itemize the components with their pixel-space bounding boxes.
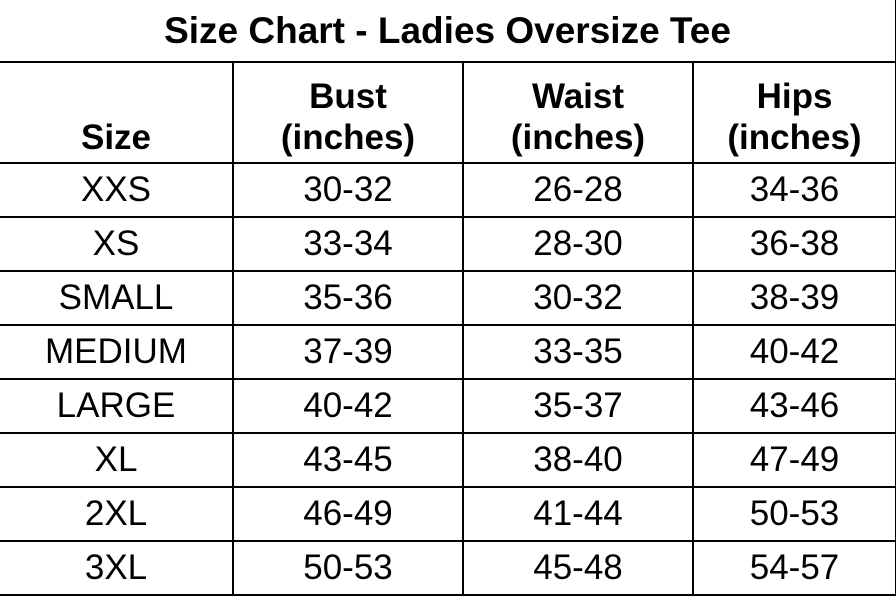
header-bust: Bust (inches) (232, 61, 464, 164)
cell-bust: 43-45 (232, 432, 464, 488)
header-size: Size (0, 61, 234, 164)
header-row: Size Bust (inches) Waist (inches) Hips (inc… (0, 61, 896, 164)
header-waist-label: Waist (531, 77, 625, 116)
cell-size: 2XL (0, 486, 234, 542)
cell-hips: 47-49 (692, 432, 896, 488)
cell-waist: 28-30 (462, 216, 694, 272)
cell-bust: 33-34 (232, 216, 464, 272)
chart-title: Size Chart - Ladies Oversize Tee (0, 0, 896, 63)
cell-size: XXS (0, 162, 234, 218)
cell-hips: 40-42 (692, 324, 896, 380)
table-row: 3XL 50-53 45-48 54-57 (0, 540, 896, 596)
header-size-label: Size (80, 118, 152, 157)
header-waist-unit: (inches) (510, 118, 646, 157)
cell-waist: 35-37 (462, 378, 694, 434)
cell-hips: 34-36 (692, 162, 896, 218)
cell-size: MEDIUM (0, 324, 234, 380)
cell-waist: 26-28 (462, 162, 694, 218)
cell-bust: 46-49 (232, 486, 464, 542)
cell-waist: 38-40 (462, 432, 694, 488)
cell-hips: 38-39 (692, 270, 896, 326)
header-hips-unit: (inches) (727, 118, 862, 157)
table-row: XXS 30-32 26-28 34-36 (0, 162, 896, 218)
table-row: SMALL 35-36 30-32 38-39 (0, 270, 896, 326)
cell-hips: 54-57 (692, 540, 896, 596)
cell-hips: 43-46 (692, 378, 896, 434)
table-row: XL 43-45 38-40 47-49 (0, 432, 896, 488)
cell-size: XS (0, 216, 234, 272)
cell-waist: 33-35 (462, 324, 694, 380)
table-row: 2XL 46-49 41-44 50-53 (0, 486, 896, 542)
cell-size: 3XL (0, 540, 234, 596)
cell-size: LARGE (0, 378, 234, 434)
cell-bust: 50-53 (232, 540, 464, 596)
table-row: XS 33-34 28-30 36-38 (0, 216, 896, 272)
header-bust-unit: (inches) (280, 118, 416, 157)
table-row: LARGE 40-42 35-37 43-46 (0, 378, 896, 434)
header-hips-label: Hips (756, 77, 833, 116)
cell-hips: 50-53 (692, 486, 896, 542)
cell-bust: 40-42 (232, 378, 464, 434)
cell-bust: 37-39 (232, 324, 464, 380)
cell-size: XL (0, 432, 234, 488)
cell-bust: 30-32 (232, 162, 464, 218)
cell-size: SMALL (0, 270, 234, 326)
cell-waist: 41-44 (462, 486, 694, 542)
cell-hips: 36-38 (692, 216, 896, 272)
table-row: MEDIUM 37-39 33-35 40-42 (0, 324, 896, 380)
cell-waist: 45-48 (462, 540, 694, 596)
header-hips: Hips (inches) (692, 61, 896, 164)
header-waist: Waist (inches) (462, 61, 694, 164)
cell-waist: 30-32 (462, 270, 694, 326)
header-bust-label: Bust (309, 77, 387, 116)
cell-bust: 35-36 (232, 270, 464, 326)
